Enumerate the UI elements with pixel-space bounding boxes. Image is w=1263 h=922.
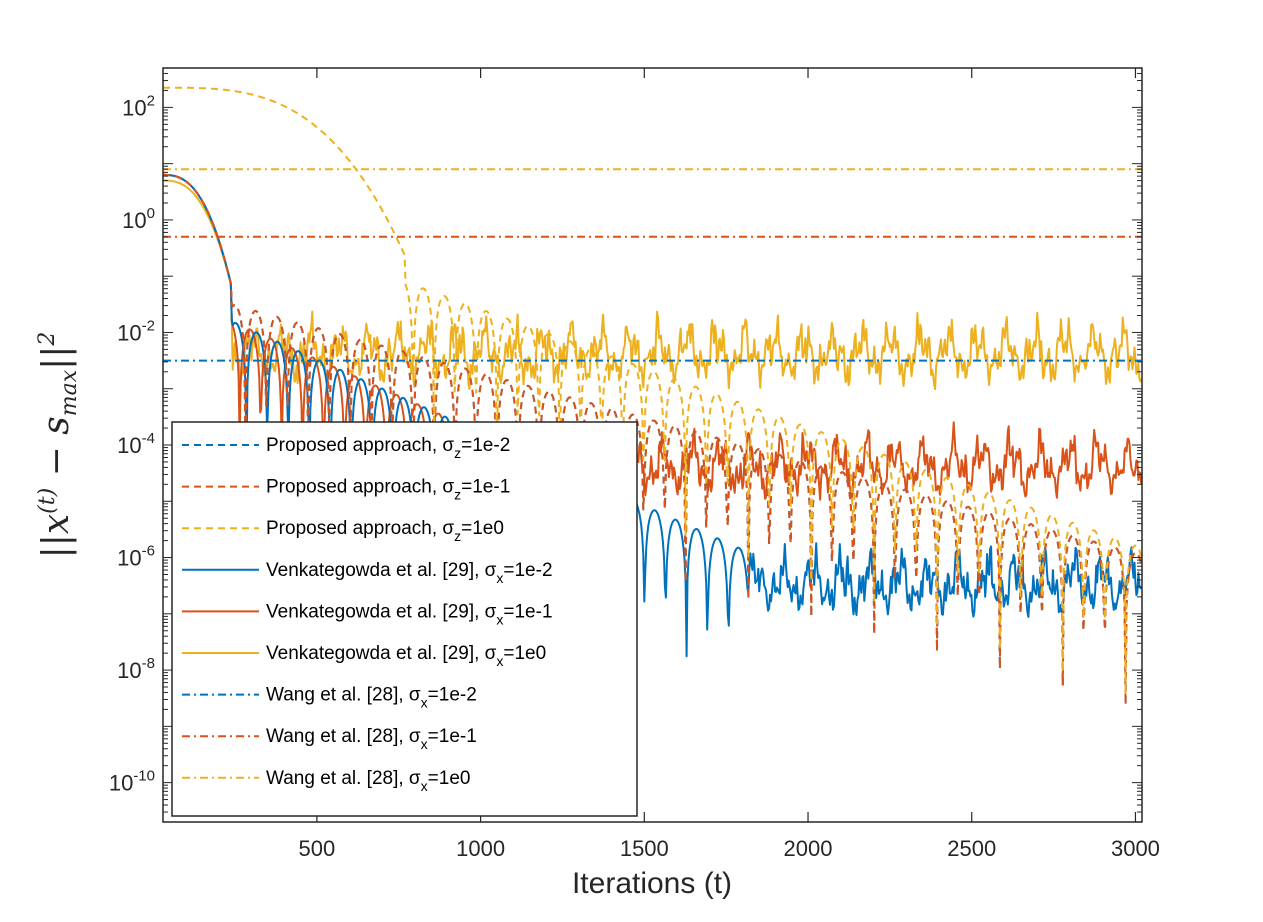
legend-entry-label: Proposed approach, σz=1e0 [266,518,504,544]
legend-entry-label: Venkategowda et al. [29], σx=1e-1 [266,601,553,627]
legend: Proposed approach, σz=1e-2 Proposed appro… [171,421,638,817]
axes-layer: 500 1000 1500 2000 2500 3000 102 100 10-2 10-4 10-… [109,67,1160,861]
series-line-5 [163,173,1142,533]
y-axis-label: ||x(t) − smax||2 [35,332,82,559]
legend-entry-label: Proposed approach, σz=1e-1 [266,477,510,503]
legend-entry-label: Wang et al. [28], σx=1e-1 [266,726,477,752]
x-tick-label: 3000 [1111,836,1160,861]
series-layer [163,86,1142,704]
y-tick-label: 100 [122,205,155,233]
legend-entry-label: Wang et al. [28], σx=1e-2 [266,685,477,711]
series-line-3 [163,86,1142,696]
y-tick-label: 10-6 [117,543,155,571]
legend-entry-label: Venkategowda et al. [29], σx=1e0 [266,643,546,669]
legend-entry-label: Proposed approach, σz=1e-2 [266,435,510,461]
series-line-2 [163,173,1142,704]
y-tick-label: 10-8 [117,655,155,683]
y-tick-label: 10-10 [109,768,155,796]
x-axis-label: Iterations (t) [572,867,732,900]
y-tick-label: 10-4 [117,430,155,458]
y-tick-label: 102 [122,92,155,120]
x-tick-label: 500 [299,836,336,861]
y-tick-label: 10-2 [117,317,155,345]
legend-entry-label: Venkategowda et al. [29], σx=1e-2 [266,560,553,586]
legend-box [171,421,638,817]
svg-text:||x(t) − smax||2: ||x(t) − smax||2 [35,332,82,559]
x-tick-label: 1000 [456,836,505,861]
legend-entry-label: Wang et al. [28], σx=1e0 [266,768,470,794]
x-tick-label: 2000 [784,836,833,861]
x-tick-label: 2500 [947,836,996,861]
x-tick-label: 1500 [620,836,669,861]
